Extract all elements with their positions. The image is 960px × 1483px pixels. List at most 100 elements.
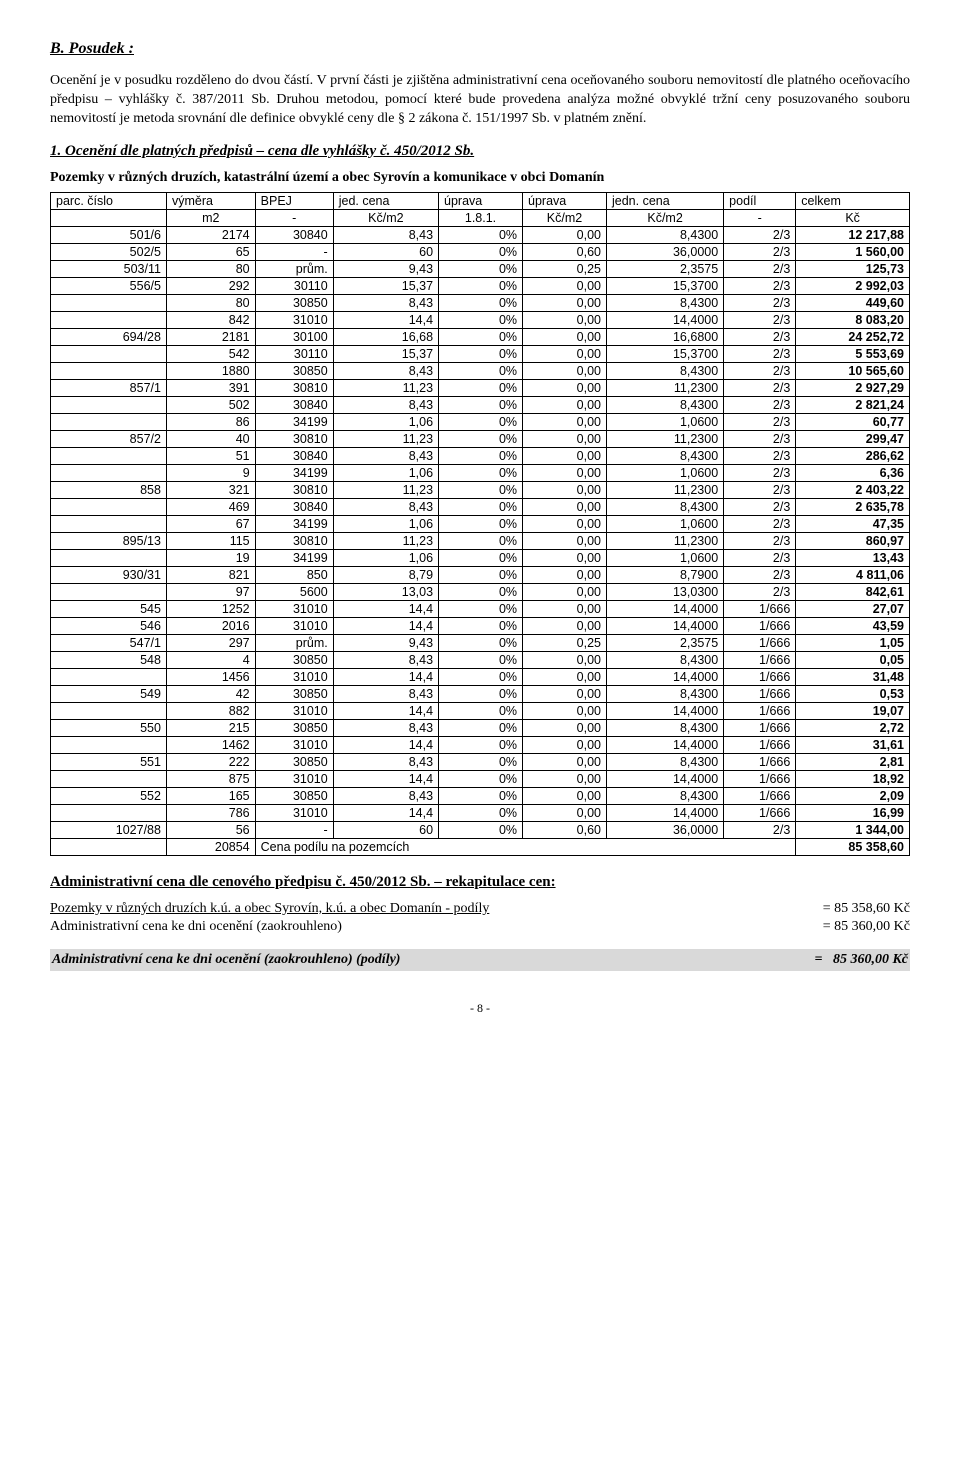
- table-cell: 16,6800: [607, 328, 724, 345]
- table-cell: 2/3: [724, 294, 796, 311]
- table-cell: 2/3: [724, 226, 796, 243]
- table-cell: 0,00: [523, 804, 607, 821]
- table-cell: 2,81: [796, 753, 910, 770]
- table-cell: 0,00: [523, 294, 607, 311]
- table-cell: 0,00: [523, 770, 607, 787]
- table-cell: 19: [166, 549, 255, 566]
- table-cell: -: [255, 243, 333, 260]
- table-cell: 8,43: [333, 685, 438, 702]
- table-footer-row: 20854 Cena podílu na pozemcích 85 358,60: [51, 838, 910, 855]
- table-row: 5423011015,370%0,0015,37002/35 553,69: [51, 345, 910, 362]
- table-cell: 0,60: [523, 243, 607, 260]
- table-cell: 11,23: [333, 379, 438, 396]
- table-cell: 14,4000: [607, 600, 724, 617]
- table-cell: 1,06: [333, 549, 438, 566]
- table-cell: [51, 770, 167, 787]
- table-cell: 1/666: [724, 787, 796, 804]
- table-cell: 8,43: [333, 498, 438, 515]
- table-unit-cell: m2: [166, 209, 255, 226]
- table-cell: 2/3: [724, 515, 796, 532]
- table-cell: 60,77: [796, 413, 910, 430]
- table-row: 8583213081011,230%0,0011,23002/32 403,22: [51, 481, 910, 498]
- table-cell: 15,37: [333, 277, 438, 294]
- recap-line: Administrativní cena ke dni ocenění (zao…: [50, 919, 910, 935]
- table-header-cell: jedn. cena: [607, 192, 724, 209]
- table-cell: 30810: [255, 379, 333, 396]
- table-cell: -: [255, 821, 333, 838]
- table-cell: 0%: [439, 600, 523, 617]
- table-header-cell: BPEJ: [255, 192, 333, 209]
- table-cell: prům.: [255, 260, 333, 277]
- table-cell: 8,43: [333, 396, 438, 413]
- table-cell: 0,00: [523, 311, 607, 328]
- table-cell: 0,00: [523, 753, 607, 770]
- table-cell: 8,43: [333, 226, 438, 243]
- table-cell: 0%: [439, 685, 523, 702]
- table-cell: 16,68: [333, 328, 438, 345]
- footer-area-sum: 20854: [166, 838, 255, 855]
- table-cell: 0,00: [523, 719, 607, 736]
- table-cell: 547/1: [51, 634, 167, 651]
- table-row: 19341991,060%0,001,06002/313,43: [51, 549, 910, 566]
- final-line: Administrativní cena ke dni ocenění (zao…: [50, 949, 910, 971]
- table-cell: 8,4300: [607, 685, 724, 702]
- table-cell: 2/3: [724, 277, 796, 294]
- table-cell: 501/6: [51, 226, 167, 243]
- table-cell: 14,4: [333, 804, 438, 821]
- table-cell: 0%: [439, 549, 523, 566]
- table-cell: 2/3: [724, 328, 796, 345]
- table-cell: 842,61: [796, 583, 910, 600]
- recap-line: Pozemky v různých druzích k.ú. a obec Sy…: [50, 901, 910, 917]
- table-cell: 1456: [166, 668, 255, 685]
- table-body: 501/62174308408,430%0,008,43002/312 217,…: [51, 226, 910, 838]
- table-cell: 1/666: [724, 804, 796, 821]
- table-cell: 8,4300: [607, 447, 724, 464]
- table-cell: 895/13: [51, 532, 167, 549]
- table-cell: 31010: [255, 770, 333, 787]
- table-cell: 550: [51, 719, 167, 736]
- table-cell: 0,00: [523, 447, 607, 464]
- table-cell: 2 635,78: [796, 498, 910, 515]
- table-cell: [51, 362, 167, 379]
- table-cell: 14,4000: [607, 770, 724, 787]
- table-cell: 8,4300: [607, 226, 724, 243]
- table-unit-cell: Kč/m2: [523, 209, 607, 226]
- table-cell: 65: [166, 243, 255, 260]
- table-cell: 1,06: [333, 515, 438, 532]
- table-cell: 0,00: [523, 617, 607, 634]
- table-cell: 12 217,88: [796, 226, 910, 243]
- table-cell: 694/28: [51, 328, 167, 345]
- table-unit-cell: Kč/m2: [333, 209, 438, 226]
- table-cell: 16,99: [796, 804, 910, 821]
- table-cell: 2/3: [724, 430, 796, 447]
- table-cell: 0,00: [523, 430, 607, 447]
- table-caption: Pozemky v různých druzích, katastrální ú…: [50, 170, 910, 186]
- table-row: 54512523101014,40%0,0014,40001/66627,07: [51, 600, 910, 617]
- table-cell: 8,43: [333, 787, 438, 804]
- table-cell: 0,00: [523, 464, 607, 481]
- table-cell: 67: [166, 515, 255, 532]
- table-cell: 30840: [255, 226, 333, 243]
- table-cell: 2181: [166, 328, 255, 345]
- table-cell: 31010: [255, 736, 333, 753]
- table-cell: 8,4300: [607, 787, 724, 804]
- table-cell: 548: [51, 651, 167, 668]
- table-cell: 0,00: [523, 736, 607, 753]
- table-cell: 2/3: [724, 583, 796, 600]
- table-cell: 1 560,00: [796, 243, 910, 260]
- table-cell: 36,0000: [607, 821, 724, 838]
- table-header-row: parc. číslovýměraBPEJjed. cenaúpravaúpra…: [51, 192, 910, 209]
- table-row: 551222308508,430%0,008,43001/6662,81: [51, 753, 910, 770]
- recap-lines: Pozemky v různých druzích k.ú. a obec Sy…: [50, 901, 910, 935]
- table-cell: 1462: [166, 736, 255, 753]
- table-cell: 5 553,69: [796, 345, 910, 362]
- table-unit-cell: Kč/m2: [607, 209, 724, 226]
- table-cell: 0%: [439, 413, 523, 430]
- table-cell: 0,00: [523, 413, 607, 430]
- table-cell: 8,43: [333, 447, 438, 464]
- price-table: parc. číslovýměraBPEJjed. cenaúpravaúpra…: [50, 192, 910, 856]
- table-cell: 0,00: [523, 362, 607, 379]
- table-cell: 1/666: [724, 634, 796, 651]
- table-cell: 0%: [439, 651, 523, 668]
- table-cell: 0%: [439, 430, 523, 447]
